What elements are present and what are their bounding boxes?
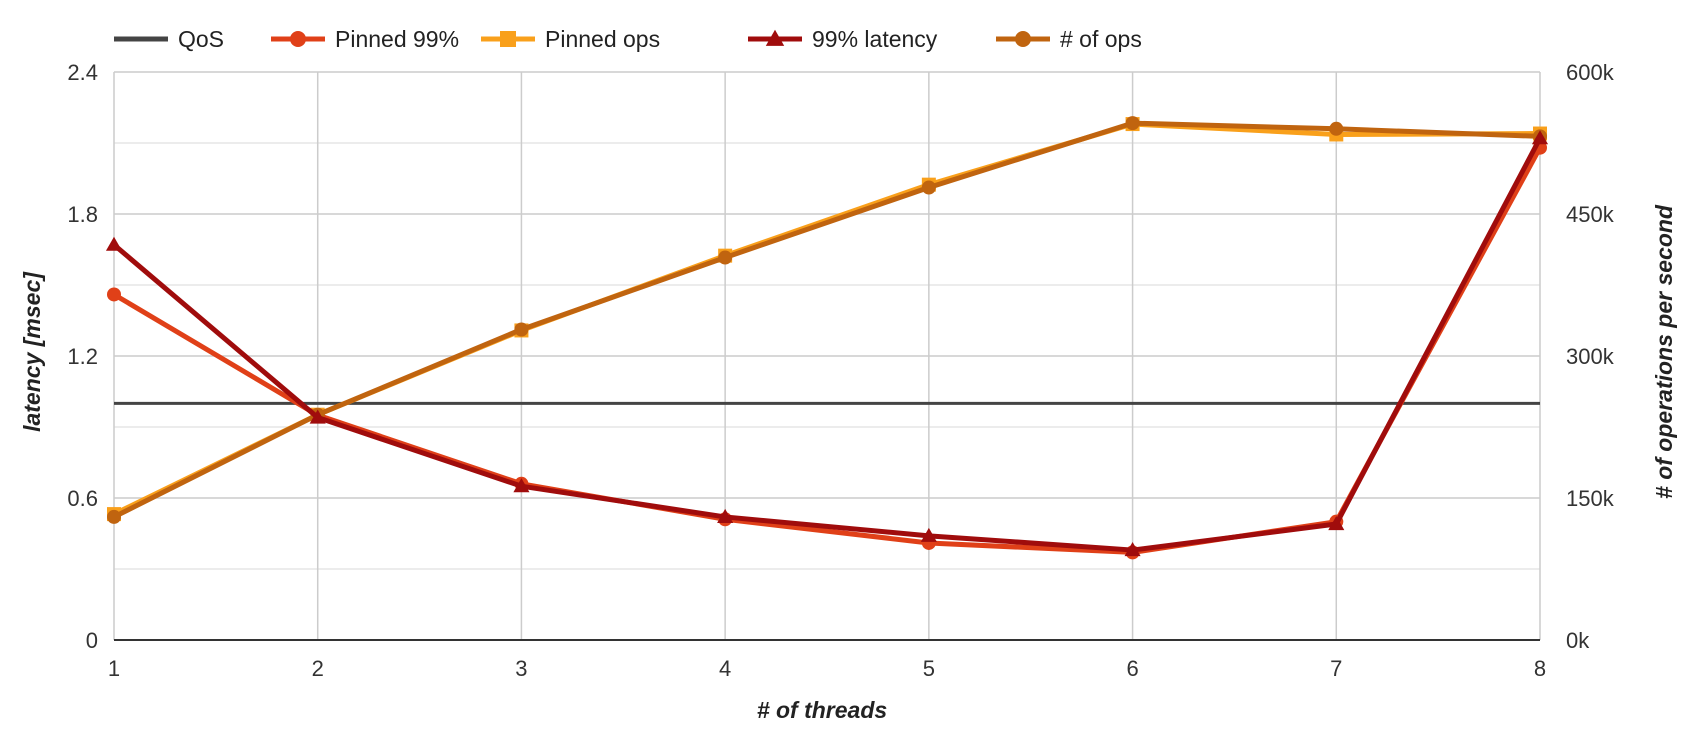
y-tick-label-right: 450k: [1566, 202, 1615, 227]
y-tick-label-right: 600k: [1566, 60, 1615, 85]
y-tick-label-left: 1.8: [67, 202, 98, 227]
legend-swatch-marker: [1015, 31, 1031, 47]
y-tick-label-right: 150k: [1566, 486, 1615, 511]
legend-item-pinned-99: Pinned 99%: [271, 26, 459, 52]
x-tick-label: 1: [108, 656, 120, 681]
series-line-pinned-ops: [112, 121, 1541, 517]
y-tick-label-right: 0k: [1566, 628, 1590, 653]
legend-item-99-latency: 99% latency: [748, 26, 938, 52]
data-point-of-ops: [1125, 116, 1140, 131]
legend-label: QoS: [178, 26, 224, 52]
y-tick-label-left: 0.6: [67, 486, 98, 511]
x-tick-label: 8: [1534, 656, 1546, 681]
x-tick-label: 2: [312, 656, 324, 681]
legend-label: Pinned 99%: [335, 26, 459, 52]
series-pinned-99: [107, 140, 1547, 560]
data-point-99-latency: [1124, 542, 1141, 557]
legend-label: 99% latency: [812, 26, 938, 52]
series-pinned-ops: [107, 117, 1547, 522]
x-tick-label: 3: [515, 656, 527, 681]
grid-layer: [114, 71, 1541, 640]
data-point-99-latency: [1328, 515, 1345, 531]
data-point-99-latency: [920, 527, 937, 542]
legend-item-qos: QoS: [114, 26, 224, 52]
y-axis-left-title: latency [msec]: [19, 271, 45, 432]
axis-layer: 0 0.6 1.2 1.8 2.4 0k 150k 300k 450k 600k 1 2 3 4 5 6 7 8: [67, 60, 1614, 681]
data-point-of-ops: [1329, 121, 1344, 136]
data-point-of-ops: [107, 509, 121, 524]
data-point-99-latency: [1531, 130, 1549, 145]
data-point-99-latency: [717, 508, 734, 523]
series-of-ops: [107, 116, 1547, 524]
series-line-99-latency: [112, 137, 1543, 553]
legend-swatch-marker: [290, 31, 306, 47]
y-tick-label-left: 2.4: [67, 60, 98, 85]
legend-swatch-marker: [500, 31, 516, 47]
y-tick-label-left: 1.2: [67, 344, 98, 369]
y-tick-label-right: 300k: [1566, 344, 1615, 369]
data-point-99-latency: [309, 409, 326, 424]
x-tick-label: 7: [1330, 656, 1342, 681]
data-point-pinned-99: [107, 287, 121, 302]
series-line-pinned-99: [112, 146, 1543, 555]
x-tick-label: 4: [719, 656, 731, 681]
series-layer: [105, 116, 1549, 560]
series-line-of-ops: [112, 120, 1541, 520]
x-axis-title: # of threads: [757, 697, 887, 723]
legend: QoS Pinned 99% Pinned ops 99% latency # of o…: [114, 26, 1142, 52]
data-point-of-ops: [514, 322, 529, 337]
legend-item-of-ops: # of ops: [996, 26, 1142, 52]
x-tick-label: 5: [923, 656, 935, 681]
y-tick-label-left: 0: [86, 628, 98, 653]
y-axis-right-title: # of operations per second: [1651, 204, 1677, 499]
legend-label: # of ops: [1060, 26, 1142, 52]
data-point-of-ops: [921, 180, 936, 195]
data-point-99-latency: [513, 478, 530, 493]
data-point-99-latency: [105, 236, 123, 251]
legend-label: Pinned ops: [545, 26, 660, 52]
legend-swatch-marker: [765, 29, 785, 46]
series-99-latency: [105, 130, 1549, 557]
x-tick-label: 6: [1126, 656, 1138, 681]
data-point-of-ops: [718, 250, 733, 265]
legend-item-pinned-ops: Pinned ops: [481, 26, 660, 52]
